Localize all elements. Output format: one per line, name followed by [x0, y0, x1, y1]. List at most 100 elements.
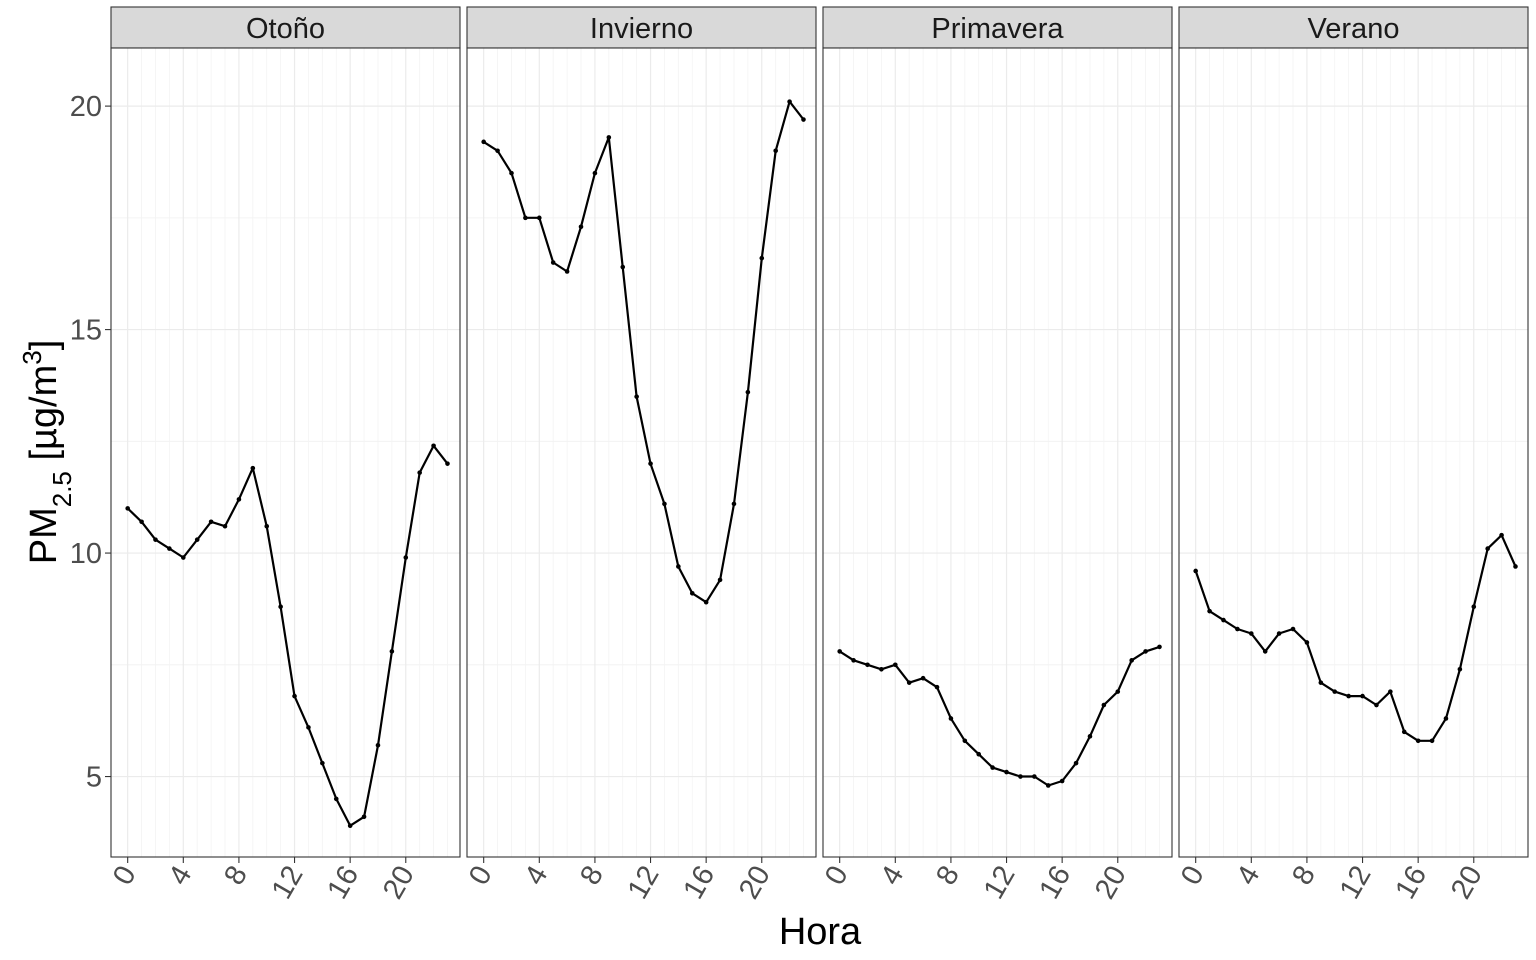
x-tick-label: 20 — [1089, 861, 1133, 905]
data-point — [976, 751, 982, 757]
data-point — [731, 501, 737, 507]
data-point — [1018, 774, 1023, 779]
data-point — [920, 675, 926, 681]
y-tick-label: 5 — [86, 762, 102, 794]
panel-border — [822, 47, 1173, 858]
data-point — [306, 725, 311, 730]
data-point — [403, 555, 409, 560]
data-point — [550, 260, 556, 265]
data-point — [906, 680, 912, 685]
x-tick-label: 0 — [463, 861, 499, 891]
series-line — [1194, 534, 1517, 742]
data-point — [564, 269, 570, 274]
panel-border — [1178, 47, 1529, 858]
x-tick-label: 4 — [163, 861, 199, 891]
data-point — [1101, 702, 1107, 708]
x-tick-label: 12 — [1334, 861, 1378, 905]
facet-panel-4: Verano 0 4 8 12 16 20 — [1175, 6, 1529, 905]
data-point — [320, 760, 325, 766]
data-point — [417, 470, 422, 475]
data-point — [948, 716, 954, 721]
x-tick-label: 20 — [377, 861, 421, 905]
y-axis-title-unit: [µg/m — [23, 365, 65, 471]
panel-background — [823, 48, 1172, 857]
x-tick-label: 4 — [1231, 861, 1267, 891]
x-tick-label: 12 — [978, 861, 1022, 905]
x-tick-label: 8 — [218, 861, 254, 891]
facet-strip — [822, 6, 1173, 49]
data-point — [1388, 689, 1393, 694]
data-point — [509, 170, 514, 176]
data-point — [990, 765, 995, 770]
y-axis-title-base: PM — [23, 507, 65, 564]
data-point — [1262, 649, 1268, 654]
data-point — [375, 742, 381, 748]
data-point — [1004, 769, 1009, 775]
data-point — [347, 823, 353, 829]
data-point — [1290, 626, 1296, 632]
data-point — [194, 537, 200, 542]
data-point — [1318, 680, 1324, 685]
data-point — [153, 537, 158, 542]
data-point — [1457, 666, 1463, 672]
facet-strip-label: Verano — [1308, 13, 1400, 45]
data-point — [1304, 640, 1310, 645]
data-point — [634, 394, 639, 399]
facet-strip — [110, 6, 461, 49]
data-point — [787, 99, 792, 104]
data-point — [1499, 532, 1504, 538]
data-point — [278, 604, 283, 610]
x-tick-label: 20 — [733, 861, 777, 905]
data-point — [689, 590, 695, 596]
data-point — [292, 693, 297, 699]
data-point — [1207, 608, 1212, 614]
data-point — [139, 519, 144, 525]
data-point — [1415, 738, 1421, 744]
series-line — [483, 100, 805, 604]
data-point — [893, 662, 898, 668]
data-point — [389, 649, 395, 654]
x-tick-label: 8 — [930, 861, 966, 891]
facet-panel-1: Otoño 0 4 8 12 16 20 — [107, 6, 461, 905]
facet-strip — [1178, 6, 1529, 49]
data-point — [1235, 626, 1240, 632]
x-tick-label: 4 — [519, 861, 555, 891]
facet-panel-3: Primavera 0 4 8 12 16 20 — [819, 6, 1173, 905]
panel-background — [1179, 48, 1528, 857]
data-point — [1443, 716, 1449, 721]
data-point — [431, 443, 436, 449]
data-point — [703, 599, 709, 605]
facet-strip-label: Invierno — [590, 13, 693, 45]
x-axis-title: Hora — [779, 911, 862, 953]
series-line — [126, 444, 449, 827]
x-tick-label: 0 — [107, 861, 143, 891]
data-point — [1513, 564, 1518, 569]
data-point — [801, 117, 806, 122]
data-point — [620, 264, 626, 270]
y-tick-label: 20 — [70, 91, 102, 123]
data-point — [1157, 644, 1162, 650]
data-point — [1471, 604, 1477, 610]
data-point — [606, 135, 612, 140]
data-point — [361, 814, 367, 820]
data-point — [865, 662, 870, 668]
data-point — [1276, 631, 1282, 636]
data-point — [648, 461, 653, 466]
data-point — [481, 139, 486, 145]
data-point — [962, 738, 968, 744]
y-axis-title-subscript: 2.5 — [47, 471, 77, 507]
data-point — [181, 555, 186, 560]
x-tick-label: 8 — [1286, 861, 1322, 891]
data-point — [1429, 738, 1435, 744]
data-point — [1346, 693, 1351, 699]
data-point — [1045, 783, 1051, 788]
x-tick-label: 0 — [1175, 861, 1211, 891]
x-tick-label: 16 — [677, 861, 721, 905]
data-point — [1073, 760, 1079, 766]
data-point — [208, 519, 214, 525]
data-point — [662, 501, 667, 507]
data-point — [717, 577, 723, 583]
data-point — [879, 666, 884, 672]
